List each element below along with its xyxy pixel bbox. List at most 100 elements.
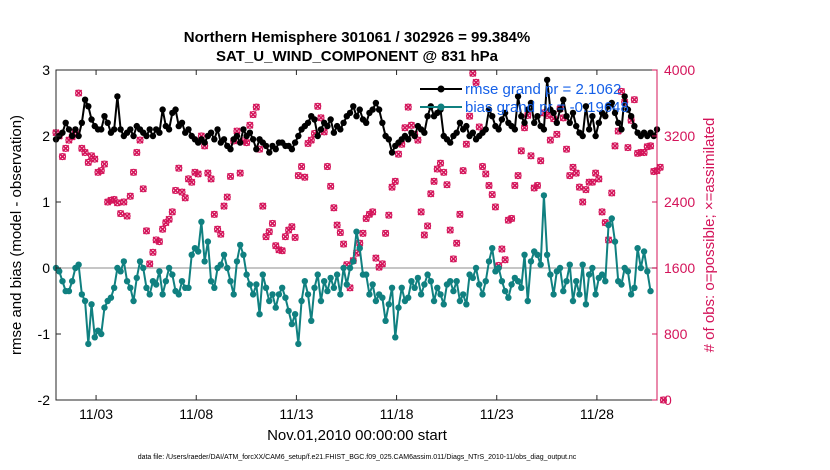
obs-assimilated-marker (478, 162, 487, 171)
rmse-point (172, 106, 179, 113)
obs-possible-marker (498, 245, 506, 253)
obs-possible-marker (608, 189, 616, 197)
rmse-point (469, 129, 477, 136)
obs-possible-marker (394, 150, 403, 158)
obs-assimilated-marker (446, 226, 454, 234)
obs-assimilated-marker (427, 190, 435, 198)
bias-point (398, 284, 405, 291)
obs-possible-marker (262, 233, 270, 241)
obs-assimilated-marker (391, 177, 399, 185)
obs-possible-marker (449, 255, 458, 263)
obs-assimilated-marker (62, 144, 70, 152)
rmse-point (214, 126, 221, 133)
rmse-point (521, 119, 528, 127)
obs-possible-marker (142, 227, 151, 235)
bias-point (508, 281, 515, 288)
obs-possible-marker (188, 178, 196, 186)
obs-possible-marker (330, 204, 338, 212)
rmse-point (518, 113, 525, 120)
obs-possible-marker (149, 248, 157, 256)
bias-series (52, 192, 654, 348)
rmse-point (615, 119, 622, 127)
bias-point (120, 258, 128, 265)
bias-point (143, 284, 150, 291)
obs-possible-marker (369, 208, 377, 216)
bias-point (408, 278, 415, 285)
bias-point (217, 261, 224, 268)
obs-assimilated-marker (265, 228, 273, 236)
obs-assimilated-marker (572, 169, 580, 177)
bias-point (159, 291, 166, 298)
obs-possible-marker (288, 223, 296, 231)
rmse-point (110, 126, 118, 133)
bias-point (576, 291, 583, 298)
bias-point (463, 301, 470, 308)
obs-possible-marker (659, 396, 668, 404)
bias-point (340, 264, 347, 272)
bias-point (165, 264, 173, 272)
obs-assimilated-marker (659, 396, 668, 404)
rmse-point (372, 99, 380, 107)
bias-point (518, 284, 525, 291)
rmse-point (404, 136, 412, 143)
rmse-point (611, 109, 619, 117)
rmse-point (81, 96, 89, 103)
obs-assimilated-marker (123, 212, 131, 220)
bias-point (107, 294, 115, 301)
rmse-point (550, 109, 557, 117)
bias-point (330, 284, 338, 291)
obs-possible-marker (249, 110, 257, 119)
obs-possible-marker (436, 159, 445, 167)
obs-assimilated-marker (75, 89, 83, 97)
bias-point (130, 297, 137, 305)
bias-point (489, 245, 496, 252)
obs-possible-marker (456, 210, 464, 218)
obs-possible-marker (207, 175, 215, 183)
obs-assimilated-marker (630, 96, 638, 104)
rmse-point (563, 113, 570, 120)
bias-point (253, 281, 260, 288)
obs-assimilated-marker (520, 124, 529, 132)
obs-assimilated-marker (456, 210, 464, 218)
obs-assimilated-marker (369, 208, 377, 216)
obs-assimilated-marker (110, 195, 118, 204)
bias-point (482, 278, 489, 285)
obs-assimilated-marker (307, 136, 315, 144)
obs-possible-marker (168, 208, 176, 216)
bias-point (440, 301, 447, 308)
obs-assimilated-marker (346, 284, 354, 292)
y-tick-label: 3 (42, 62, 50, 78)
obs-possible-marker (268, 219, 277, 228)
bias-point (81, 297, 89, 305)
obs-possible-marker (343, 261, 351, 269)
legend-bias-marker (437, 103, 445, 111)
obs-possible-marker (339, 240, 348, 248)
bias-point (456, 297, 464, 305)
bias-point (417, 291, 425, 298)
y-axis-label-left: rmse and bias (model - observation) (8, 115, 25, 355)
obs-assimilated-marker (608, 189, 616, 197)
rmse-point (350, 103, 357, 110)
rmse-point (211, 136, 218, 143)
obs-assimilated-marker (159, 225, 167, 233)
obs-possible-marker (323, 162, 332, 171)
legend-rmse-label: rmse grand pr = 2.1062 (465, 81, 621, 98)
bias-point (291, 311, 299, 318)
obs-assimilated-marker (617, 87, 626, 96)
bias-point (327, 274, 334, 282)
y-tick-label: -2 (38, 392, 51, 408)
bias-point (382, 317, 389, 324)
bias-point (68, 278, 76, 285)
obs-assimilated-marker (194, 170, 202, 178)
obs-assimilated-marker (472, 78, 480, 86)
obs-possible-marker (243, 139, 251, 147)
obs-assimilated-marker (482, 170, 490, 178)
obs-possible-marker (443, 181, 451, 189)
obs-assimilated-marker (382, 229, 390, 237)
obs-possible-marker (391, 177, 399, 185)
rmse-point (288, 146, 296, 153)
bias-point (175, 291, 182, 298)
rmse-point (534, 113, 541, 120)
rmse-point (233, 132, 241, 140)
obs-possible-marker (129, 168, 138, 176)
